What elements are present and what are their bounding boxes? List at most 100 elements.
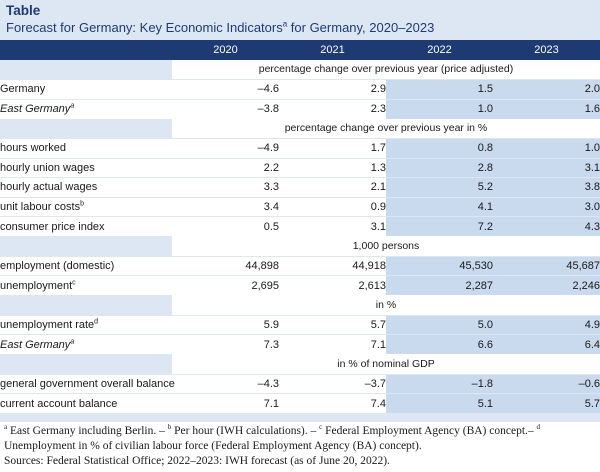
table-row: hourly union wages 2.2 1.3 2.8 3.1 (0, 157, 600, 178)
unit-row: in % (0, 295, 600, 315)
cell-value: –0.6 (493, 373, 600, 394)
cell-value: 2,287 (386, 275, 493, 295)
table-row: general government overall balance –4.3 –3… (0, 373, 600, 394)
column-header: 2023 (493, 40, 600, 60)
row-label-text: Germany (0, 83, 46, 96)
cell-value: 45,687 (493, 255, 600, 276)
cell-value: 0.8 (386, 138, 493, 158)
cell-value: 7.2 (386, 216, 493, 236)
cell-value: 3.3 (172, 177, 279, 197)
unit-row: percentage change over previous year (pr… (0, 59, 600, 80)
row-label-text: unemployment rate (0, 318, 95, 331)
table-row: unemployment rated 5.9 5.7 5.0 4.9 (0, 314, 600, 335)
cell-value: 5.2 (386, 177, 493, 197)
table-row: unit labour costsb 3.4 0.9 4.1 3.0 (0, 196, 600, 217)
unit-label: 1,000 persons (172, 236, 600, 256)
cell-value: 7.4 (279, 393, 386, 413)
cell-value: 45,530 (386, 255, 493, 276)
row-label-text: East Germany (0, 338, 71, 351)
row-footnote-marker: c (72, 278, 76, 286)
row-label: unit labour costsb (0, 196, 172, 217)
cell-value: 4.9 (493, 314, 600, 335)
table-row: East Germanya 7.3 7.1 6.6 6.4 (0, 334, 600, 354)
cell-value: –3.7 (279, 373, 386, 394)
cell-value: 0.5 (172, 216, 279, 236)
unit-row: in % of nominal GDP (0, 354, 600, 374)
row-label: East Germanya (0, 98, 172, 119)
unit-row-blank (0, 354, 172, 374)
table-body: percentage change over previous year (pr… (0, 59, 600, 413)
footnote-marker: a (4, 423, 8, 432)
row-label-text: current account balance (0, 397, 118, 410)
unit-label: in % (172, 295, 600, 315)
row-label: Germany (0, 79, 172, 99)
cell-value: –1.8 (386, 373, 493, 394)
cell-value: 5.0 (386, 314, 493, 335)
row-footnote-marker: a (70, 102, 75, 110)
row-label: hourly actual wages (0, 177, 172, 197)
unit-row: percentage change over previous year in … (0, 118, 600, 139)
row-label: current account balance (0, 393, 172, 413)
cell-value: 3.8 (493, 177, 600, 197)
table-row: Germany –4.6 2.9 1.5 2.0 (0, 79, 600, 99)
cell-value: 2,246 (493, 275, 600, 295)
table-label: Table (6, 3, 41, 18)
row-label: consumer price index (0, 216, 172, 236)
header-corner (0, 40, 172, 60)
row-label: hours worked (0, 138, 172, 158)
cell-value: –4.6 (172, 79, 279, 99)
footnote-line-3: Sources: Federal Statistical Office; 202… (4, 455, 390, 467)
footnote-text: East Germany including Berlin. – (7, 425, 168, 437)
row-label-text: hourly union wages (0, 161, 95, 174)
year-header-row: 2020 2021 2022 2023 (0, 40, 600, 60)
cell-value: 4.1 (386, 196, 493, 217)
cell-value: 44,898 (172, 255, 279, 276)
cell-value: 7.1 (279, 334, 386, 354)
footnotes: a East Germany including Berlin. – b Per… (0, 422, 600, 472)
title-main: Forecast for Germany: Key Economic Indic… (6, 20, 283, 35)
cell-value: –4.3 (172, 373, 279, 394)
indicator-table: 2020 2021 2022 2023 percentage change ov… (0, 40, 600, 413)
row-label-text: consumer price index (0, 220, 105, 233)
cell-value: 1.0 (493, 138, 600, 158)
table-row: employment (domestic) 44,898 44,918 45,530 4… (0, 255, 600, 276)
cell-value: 5.7 (279, 314, 386, 335)
table-row: consumer price index 0.5 3.1 7.2 4.3 (0, 216, 600, 236)
table-title: Forecast for Germany: Key Economic Indic… (6, 19, 594, 37)
cell-value: 1.0 (386, 98, 493, 119)
unit-row-blank (0, 295, 172, 315)
cell-value: 2.0 (493, 79, 600, 99)
table-row: East Germanya –3.8 2.3 1.0 1.6 (0, 98, 600, 119)
footnote-line-2: Unemployment in % of civilian labour for… (4, 440, 422, 452)
row-label: East Germanya (0, 334, 172, 354)
cell-value: 2.2 (172, 157, 279, 178)
cell-value: 0.9 (279, 196, 386, 217)
column-header: 2021 (279, 40, 386, 60)
cell-value: 2.3 (279, 98, 386, 119)
row-footnote-marker: b (80, 200, 85, 208)
footnote-text: Federal Employment Agency (BA) concept.– (322, 425, 537, 437)
column-header: 2020 (172, 40, 279, 60)
footnote-marker: d (536, 423, 541, 432)
title-block: Table Forecast for Germany: Key Economic… (0, 0, 600, 40)
row-label-text: unit labour costs (0, 200, 81, 213)
unit-label: percentage change over previous year in … (172, 118, 600, 139)
row-label: unemployment rated (0, 314, 172, 335)
footnote-line-1: a East Germany including Berlin. – b Per… (4, 424, 596, 439)
title-footnote-marker: a (282, 19, 288, 29)
unit-row-blank (0, 236, 172, 256)
cell-value: –3.8 (172, 98, 279, 119)
cell-value: –4.9 (172, 138, 279, 158)
cell-value: 2,695 (172, 275, 279, 295)
table-row: current account balance 7.1 7.4 5.1 5.7 (0, 393, 600, 413)
row-label: general government overall balance (0, 373, 175, 394)
row-label-text: East Germany (0, 103, 71, 115)
unit-label: percentage change over previous year (pr… (172, 59, 600, 80)
cell-value: 3.4 (172, 196, 279, 217)
cell-value: 1.5 (386, 79, 493, 99)
cell-value: 6.4 (493, 334, 600, 354)
title-tail: for Germany, 2020–2023 (287, 20, 435, 35)
cell-value: 4.3 (493, 216, 600, 236)
cell-value: 2.8 (386, 157, 493, 178)
